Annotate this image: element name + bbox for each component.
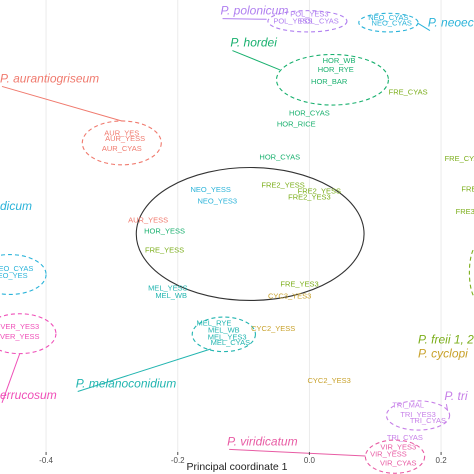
group-annotation: errucosum (0, 388, 57, 402)
group-ellipse-tri (385, 400, 451, 431)
point-label: VER_YESS (0, 332, 40, 341)
point-label: HOR_YESS (144, 226, 185, 235)
group-ellipse-pol (267, 10, 348, 33)
group-annotation: P. polonicum (221, 4, 289, 18)
point-label: CYC2_YESS (251, 324, 295, 333)
point-label: NEO_CYAS (0, 264, 33, 273)
group-annotation: dicum (0, 199, 32, 213)
point-label: MEL_RYE (197, 319, 232, 328)
group-ellipse-neutral (135, 166, 365, 301)
x-axis-ticks: -0.4 -0.2 0.0 0.2 (39, 452, 447, 465)
leader-layer (1, 18, 449, 457)
annotation-leader (222, 18, 267, 20)
group-ellipse-fre (468, 247, 474, 298)
annotation-leader (77, 348, 211, 392)
annotation-leader (417, 22, 431, 32)
annotation-leader (445, 404, 449, 411)
ellipse-layer (0, 10, 474, 474)
point-label: MEL_YES3 (208, 333, 247, 342)
point-label: FRE3_CYAS (456, 207, 474, 216)
point-label: HOR_RYE (318, 65, 354, 74)
group-ellipse-neo (0, 254, 47, 296)
annotation-leader (1, 85, 122, 122)
group-annotation: P. cyclopi (418, 347, 468, 361)
group-annotation: P. viridicatum (227, 434, 297, 448)
point-label: TRI_CYAS (387, 433, 423, 442)
group-annotation: P. melanoconidium (76, 377, 177, 391)
x-tick-label: 0.0 (304, 456, 316, 465)
point-label: AUR_YESS (128, 216, 168, 225)
point-label: POL_YES3 (290, 10, 328, 19)
x-tick-label: -0.4 (39, 456, 53, 465)
point-label: FRE2_YESS (261, 180, 304, 189)
point-label: FRE_CYAS (445, 154, 474, 163)
point-label: NEO_YES3 (197, 196, 237, 205)
point-label: FRE_CYAS (389, 87, 428, 96)
point-label: HOR_RICE (277, 119, 316, 128)
point-label: MEL_CYAS (211, 338, 250, 347)
point-label: NEO_CYAS (368, 13, 408, 22)
group-ellipse-mel (191, 316, 256, 353)
point-label: HOR_BAR (311, 77, 348, 86)
point-label: NEO_CYAS (372, 18, 412, 27)
point-label: VIR_YESS (370, 450, 407, 459)
point-label: AUR_YESS (105, 134, 145, 143)
point-label: NEO_YES (0, 271, 28, 280)
point-label: CYC2_YES3 (307, 376, 350, 385)
group-annotation: P. hordei (230, 36, 277, 50)
group-ellipse-neo (358, 12, 419, 33)
point-label: VIR_CYAS (380, 458, 417, 467)
point-label: AUR_CYAS (102, 144, 142, 153)
group-ellipse-vir (364, 439, 426, 474)
annotation-leader (229, 448, 366, 457)
point-label: TRI_CYAS (410, 416, 446, 425)
group-annotation: P. aurantiogriseum (0, 71, 99, 85)
point-label: TRI_YES3 (400, 410, 435, 419)
point-label: VER_YES3 (0, 322, 39, 331)
x-axis-label: Principal coordinate 1 (187, 461, 288, 473)
x-tick-label: -0.2 (171, 456, 185, 465)
annotation-leader (1, 353, 21, 403)
point-label: TRI_MAL (392, 400, 424, 409)
group-annotation-layer: P. polonicum P. neoec P. hordei P. aurantio… (0, 4, 474, 449)
point-label: AUR_YES (104, 129, 139, 138)
point-label: FRE3_YES (461, 184, 474, 193)
group-annotation: P. neoec (428, 16, 474, 30)
group-annotation: P. freii 1, 2 (418, 333, 474, 347)
point-label: FRE_YESS (145, 246, 184, 255)
annotation-leader (232, 50, 280, 71)
point-label: CYC3_YES3 (268, 291, 311, 300)
point-label: MEL_WB (155, 291, 187, 300)
point-label: MEL_WB (208, 325, 240, 334)
group-annotation: P. tri (444, 389, 467, 403)
point-label: MEL_YESS (148, 283, 188, 292)
grid-layer (45, 0, 442, 452)
point-label: FRE_YES3 (280, 279, 318, 288)
point-label: HOR_WB (323, 56, 356, 65)
point-label: NEO_YESS (190, 185, 230, 194)
point-label: FRE2_YESS (298, 186, 341, 195)
point-label: POL_CYAS (300, 16, 339, 25)
group-ellipse-hor (275, 53, 389, 106)
point-label: POL_YESS (273, 16, 312, 25)
point-label: VIR_YES3 (380, 442, 416, 451)
point-label: FRE2_YES3 (288, 192, 331, 201)
point-label: HOR_CYAS (289, 109, 330, 118)
x-tick-label: 0.2 (436, 456, 448, 465)
point-label: HOR_CYAS (259, 153, 300, 162)
